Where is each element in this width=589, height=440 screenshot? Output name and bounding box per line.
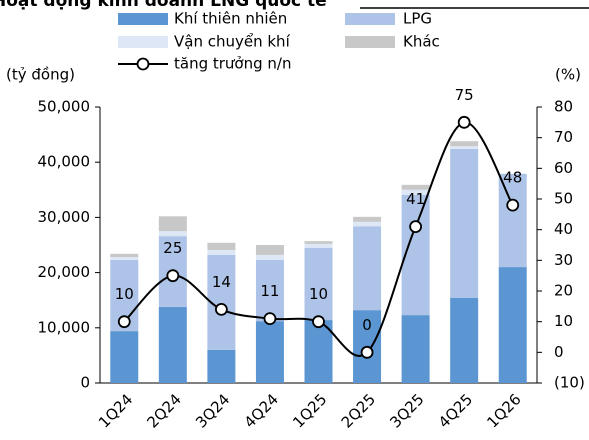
y-tick-label: 0 — [80, 374, 90, 392]
line-marker — [312, 315, 325, 329]
bar — [110, 253, 139, 258]
bar — [450, 148, 479, 298]
y2-axis-label: (%) — [555, 66, 581, 84]
y2-tick-label: 80 — [554, 98, 573, 116]
x-tick-label: 3Q24 — [192, 390, 233, 431]
bar — [158, 216, 187, 232]
line-marker — [506, 198, 520, 212]
x-tick-label: 2Q24 — [144, 390, 185, 431]
line-marker — [457, 115, 471, 129]
line — [123, 121, 514, 357]
bar — [255, 259, 284, 322]
bar — [110, 257, 139, 260]
legend-swatch — [118, 13, 168, 25]
line-marker — [263, 312, 277, 326]
line-marker — [166, 269, 180, 283]
bar — [255, 245, 284, 255]
line-marker — [117, 315, 131, 329]
data-label: 41 — [406, 190, 425, 208]
bar — [207, 242, 236, 250]
legend-marker — [136, 57, 150, 71]
bar — [353, 216, 382, 222]
bar — [450, 141, 479, 147]
bar — [304, 247, 333, 321]
y-tick-label: 40,000 — [38, 153, 91, 171]
bar — [207, 249, 236, 255]
bar — [401, 189, 430, 195]
y2-tick-label: 20 — [554, 282, 573, 300]
y2-tick-label: 60 — [554, 159, 573, 177]
x-tick-label: 1Q26 — [483, 390, 524, 431]
bar — [450, 297, 479, 383]
y2-tick-label: 0 — [554, 343, 564, 361]
y2-tick-label: (10) — [554, 374, 585, 392]
data-label: 75 — [455, 86, 474, 104]
x-tick-label: 4Q25 — [435, 390, 476, 431]
y2-tick-label: 50 — [554, 190, 573, 208]
bar — [304, 320, 333, 383]
y2-tick-label: 40 — [554, 220, 573, 238]
data-label: 0 — [362, 316, 372, 334]
bar — [304, 241, 333, 244]
x-tick-label: 1Q24 — [95, 390, 136, 431]
x-tick-label: 2Q25 — [338, 390, 379, 431]
data-label: 11 — [260, 282, 279, 300]
line-marker — [214, 302, 228, 316]
bar — [353, 226, 382, 311]
bar — [110, 331, 139, 383]
y2-tick-label: 10 — [554, 312, 573, 330]
y-tick-label: 30,000 — [38, 208, 91, 226]
legend-label: LPG — [403, 10, 432, 28]
bar — [353, 221, 382, 227]
legend-label: Vận chuyển khí — [174, 33, 291, 51]
bar — [401, 184, 430, 190]
legend-swatch — [118, 36, 168, 48]
bar — [158, 231, 187, 237]
bar — [498, 267, 527, 383]
bar — [255, 321, 284, 383]
legend-label: Khác — [403, 33, 440, 51]
data-label: 25 — [163, 239, 182, 257]
bar — [207, 349, 236, 383]
y-tick-label: 10,000 — [38, 318, 91, 336]
bar — [255, 254, 284, 260]
y-tick-label: 20,000 — [38, 263, 91, 281]
legend-swatch — [345, 36, 395, 48]
data-label: 48 — [503, 169, 522, 187]
x-tick-label: 3Q25 — [386, 390, 427, 431]
bar — [498, 173, 527, 268]
legend-swatch — [345, 13, 395, 25]
y-tick-label: 50,000 — [38, 98, 91, 116]
data-label: 10 — [115, 285, 134, 303]
bar — [158, 306, 187, 383]
bar — [304, 243, 333, 248]
data-label: 10 — [309, 285, 328, 303]
y2-tick-label: 30 — [554, 251, 573, 269]
y2-tick-label: 70 — [554, 128, 573, 146]
chart-title: Hoạt động kinh doanh LNG quốc tế — [0, 0, 327, 11]
bar — [401, 315, 430, 383]
legend-label: tăng trưởng n/n — [174, 55, 291, 73]
legend-label: Khí thiên nhiên — [174, 10, 287, 28]
bar — [450, 146, 479, 149]
x-tick-label: 4Q24 — [241, 390, 282, 431]
data-label: 14 — [212, 273, 231, 291]
y-axis-label: (tỷ đồng) — [6, 66, 75, 84]
line-marker — [409, 220, 423, 234]
x-tick-label: 1Q25 — [289, 390, 330, 431]
line-marker — [360, 345, 374, 359]
